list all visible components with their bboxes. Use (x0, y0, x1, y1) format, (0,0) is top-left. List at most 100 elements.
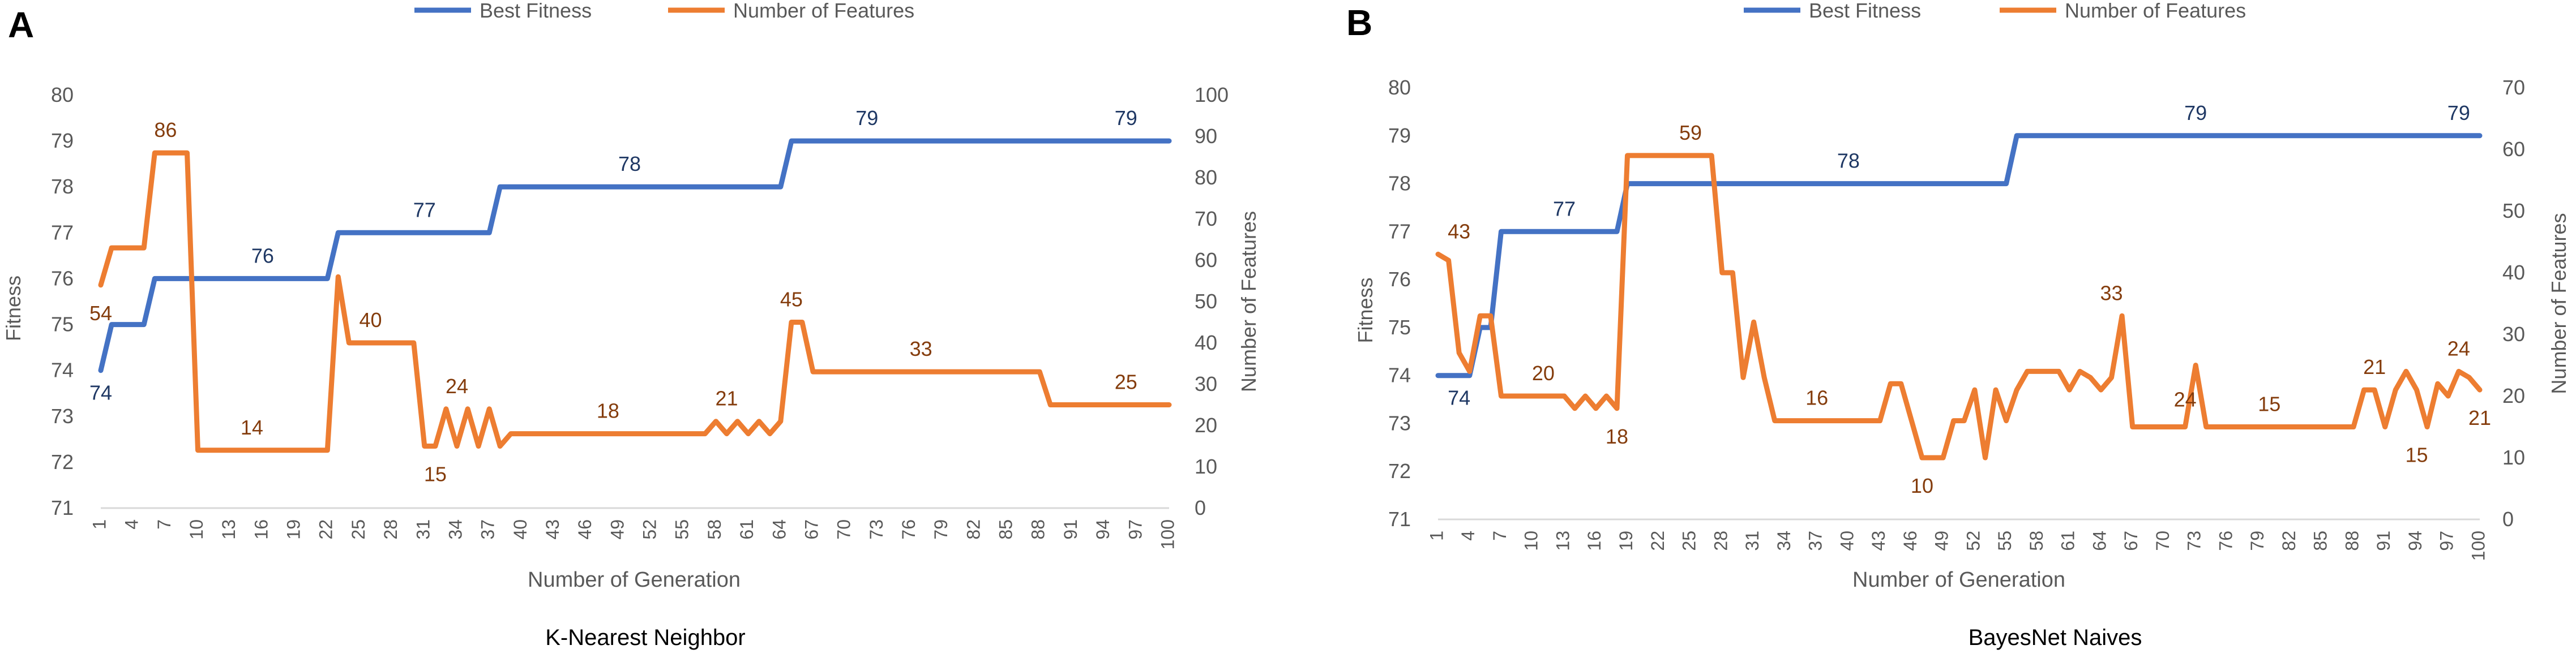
y-right-tick-label: 70 (1195, 207, 1217, 230)
x-tick-label: 37 (1805, 531, 1826, 551)
chart-title: K-Nearest Neighbor (545, 625, 746, 650)
features-data-label: 54 (89, 302, 112, 325)
y-right-tick-label: 10 (1195, 455, 1217, 478)
x-tick-label: 85 (2310, 531, 2331, 551)
x-tick-label: 13 (1552, 531, 1573, 551)
panel-letter: B (1346, 2, 1372, 43)
x-tick-label: 7 (1490, 531, 1510, 541)
fitness-data-label: 76 (251, 244, 274, 267)
y-right-tick-label: 0 (1195, 496, 1206, 519)
x-tick-label: 16 (251, 519, 271, 540)
legend-features-label: Number of Features (733, 0, 914, 22)
y-right-tick-label: 10 (2502, 446, 2525, 469)
x-tick-label: 79 (2247, 531, 2267, 551)
y-left-tick-label: 78 (1388, 172, 1411, 195)
x-axis-title: Number of Generation (1852, 568, 2065, 592)
features-data-label: 18 (597, 399, 619, 423)
x-tick-label: 64 (769, 519, 789, 540)
y-right-axis-title: Number of Features (2547, 213, 2570, 394)
x-tick-label: 94 (2405, 531, 2425, 551)
x-tick-label: 82 (2279, 531, 2299, 551)
x-tick-label: 91 (2373, 531, 2394, 551)
y-left-tick-label: 77 (1388, 220, 1411, 243)
x-tick-label: 73 (2184, 531, 2205, 551)
y-right-tick-label: 60 (2502, 137, 2525, 161)
features-data-label: 33 (910, 337, 932, 360)
x-tick-label: 100 (1157, 519, 1178, 549)
x-tick-label: 1 (89, 519, 109, 530)
fitness-data-label: 77 (413, 198, 436, 221)
y-left-tick-label: 74 (1388, 364, 1411, 387)
features-data-label: 15 (2258, 393, 2280, 416)
x-tick-label: 28 (1710, 531, 1731, 551)
y-left-tick-label: 76 (51, 266, 74, 290)
x-tick-label: 7 (154, 519, 174, 530)
features-series-line (1435, 153, 2483, 461)
x-tick-label: 28 (380, 519, 401, 540)
y-left-tick-label: 78 (51, 175, 74, 198)
x-tick-label: 76 (2215, 531, 2236, 551)
y-left-tick-label: 72 (1388, 459, 1411, 483)
features-series-line (98, 150, 1172, 453)
y-left-tick-label: 72 (51, 450, 74, 474)
features-data-label: 24 (2447, 337, 2470, 360)
fitness-data-label: 77 (1553, 197, 1576, 220)
panel-letter: A (8, 5, 34, 45)
x-tick-label: 91 (1060, 519, 1081, 540)
x-tick-label: 52 (1963, 531, 1983, 551)
x-tick-label: 85 (996, 519, 1016, 540)
x-tick-label: 67 (2121, 531, 2141, 551)
y-right-tick-label: 30 (1195, 372, 1217, 395)
features-data-label: 40 (359, 308, 382, 332)
y-right-tick-label: 100 (1195, 83, 1229, 106)
fitness-data-label: 74 (1448, 386, 1470, 410)
x-tick-label: 1 (1426, 531, 1447, 541)
x-tick-label: 100 (2468, 531, 2488, 561)
x-tick-label: 22 (316, 519, 336, 540)
features-data-label: 24 (2174, 388, 2197, 411)
features-data-label: 20 (1532, 362, 1555, 385)
x-tick-label: 4 (1458, 531, 1478, 541)
x-tick-label: 55 (1995, 531, 2015, 551)
x-tick-label: 52 (640, 519, 660, 540)
y-left-tick-label: 79 (51, 129, 74, 152)
x-tick-label: 70 (834, 519, 854, 540)
fitness-data-label: 78 (1837, 149, 1860, 173)
x-tick-label: 88 (2342, 531, 2362, 551)
x-tick-label: 70 (2153, 531, 2173, 551)
y-right-tick-label: 50 (2502, 199, 2525, 222)
features-data-label: 45 (780, 288, 803, 311)
features-data-label: 59 (1679, 121, 1702, 144)
x-tick-label: 88 (1028, 519, 1049, 540)
features-data-label: 21 (2468, 406, 2491, 429)
x-tick-label: 61 (737, 519, 757, 540)
x-tick-label: 25 (348, 519, 369, 540)
features-data-label: 15 (424, 463, 447, 486)
x-tick-label: 61 (2058, 531, 2078, 551)
x-tick-label: 46 (1900, 531, 1920, 551)
x-tick-label: 82 (963, 519, 983, 540)
y-right-tick-label: 30 (2502, 322, 2525, 346)
features-data-label: 24 (446, 375, 468, 398)
x-tick-label: 79 (931, 519, 951, 540)
fitness-series-line (98, 138, 1172, 373)
features-data-label: 86 (154, 118, 177, 141)
y-left-tick-label: 80 (51, 83, 74, 106)
x-tick-label: 4 (122, 519, 142, 530)
x-tick-label: 19 (1616, 531, 1636, 551)
fitness-data-label: 79 (2447, 101, 2470, 124)
features-data-label: 21 (715, 387, 738, 410)
y-left-tick-label: 73 (51, 405, 74, 428)
y-right-tick-label: 20 (2502, 384, 2525, 407)
features-data-label: 10 (1911, 474, 1933, 497)
y-right-tick-label: 40 (2502, 261, 2525, 284)
y-left-tick-label: 71 (51, 496, 74, 519)
x-tick-label: 22 (1648, 531, 1668, 551)
x-tick-label: 40 (1837, 531, 1857, 551)
y-right-tick-label: 0 (2502, 508, 2514, 531)
features-data-label: 21 (2363, 355, 2386, 379)
x-tick-label: 55 (672, 519, 692, 540)
features-data-label: 43 (1448, 220, 1470, 243)
y-left-tick-label: 77 (51, 221, 74, 244)
